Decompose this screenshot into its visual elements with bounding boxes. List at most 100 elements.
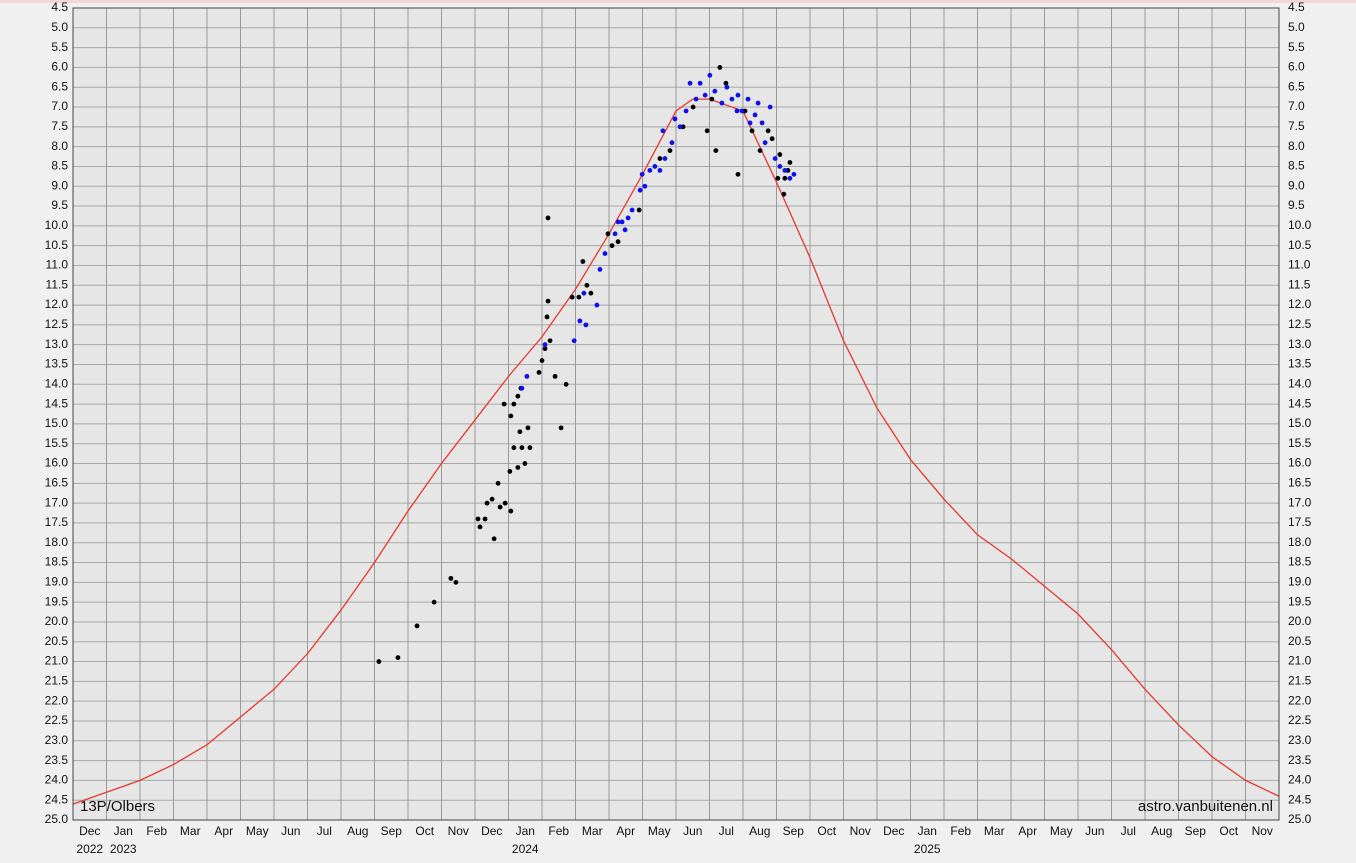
- year-label: 2025: [914, 842, 941, 856]
- y2-tick-label: 9.5: [1288, 198, 1305, 212]
- x-tick-label: Oct: [1219, 824, 1238, 838]
- x-tick-label: Aug: [1151, 824, 1172, 838]
- observation-point: [491, 536, 497, 542]
- observation-point: [639, 171, 645, 177]
- y-tick-label: 17.0: [45, 495, 69, 509]
- y2-tick-label: 20.5: [1288, 634, 1312, 648]
- observation-point: [767, 104, 773, 110]
- y-tick-label: 14.5: [45, 396, 69, 410]
- observation-point: [662, 156, 668, 161]
- x-tick-label: Apr: [616, 824, 635, 838]
- y-tick-label: 23.0: [45, 733, 69, 747]
- y2-tick-label: 17.5: [1288, 515, 1312, 529]
- y-tick-label: 11.5: [46, 277, 69, 291]
- y-tick-label: 11.0: [46, 258, 69, 272]
- observation-point: [519, 385, 525, 391]
- observation-point: [580, 259, 586, 264]
- observation-point: [544, 314, 550, 320]
- y-tick-label: 6.5: [51, 79, 68, 93]
- y-tick-label: 13.5: [45, 357, 69, 371]
- observation-point: [772, 156, 778, 161]
- observation-point: [542, 346, 548, 352]
- y-tick-label: 19.5: [45, 594, 69, 608]
- y2-tick-label: 11.5: [1288, 277, 1311, 291]
- y2-tick-label: 22.0: [1288, 693, 1312, 707]
- observation-point: [576, 294, 582, 300]
- y-tick-label: 15.0: [45, 416, 69, 430]
- x-tick-label: Jul: [719, 824, 734, 838]
- observation-point: [734, 108, 740, 114]
- grid: [72, 7, 1279, 821]
- x-tick-label: Apr: [1018, 824, 1037, 838]
- x-tick-label: Mar: [582, 824, 603, 838]
- y2-tick-label: 12.0: [1288, 297, 1312, 311]
- x-tick-label: Jan: [114, 824, 133, 838]
- y2-tick-label: 16.0: [1288, 456, 1312, 470]
- observation-point: [762, 140, 768, 146]
- x-tick-label: Feb: [548, 824, 569, 838]
- y-tick-label: 9.5: [51, 198, 68, 212]
- observation-point: [657, 168, 663, 173]
- observation-point: [602, 251, 608, 256]
- observation-point: [637, 187, 643, 193]
- y2-tick-label: 12.5: [1288, 317, 1312, 331]
- y2-tick-label: 14.0: [1288, 376, 1312, 390]
- y-tick-label: 5.0: [51, 20, 68, 34]
- observation-point: [511, 401, 517, 407]
- x-tick-label: Jun: [281, 824, 300, 838]
- observation-point: [482, 516, 488, 522]
- observation-point: [515, 465, 521, 470]
- y2-tick-label: 24.0: [1288, 773, 1312, 787]
- observation-point: [735, 92, 741, 98]
- observation-point: [539, 358, 545, 363]
- observation-point: [584, 282, 590, 288]
- observation-point: [569, 294, 575, 300]
- observation-point: [475, 516, 481, 522]
- observation-point: [702, 92, 708, 98]
- x-tick-label: Sep: [1185, 824, 1207, 838]
- x-tick-label: Mar: [984, 824, 1005, 838]
- observation-point: [745, 96, 751, 102]
- observation-point: [507, 469, 513, 474]
- observation-point: [782, 168, 788, 173]
- plot-border: [72, 7, 1280, 821]
- observation-point: [525, 425, 531, 431]
- observation-point: [502, 500, 508, 506]
- observation-point: [719, 100, 725, 106]
- x-tick-label: Oct: [415, 824, 434, 838]
- y-tick-label: 21.5: [45, 674, 69, 688]
- x-tick-label: Sep: [783, 824, 805, 838]
- observation-point: [739, 108, 745, 114]
- observation-point: [712, 88, 718, 94]
- observation-point: [747, 120, 753, 126]
- y2-tick-label: 18.0: [1288, 535, 1312, 549]
- y-tick-label: 18.5: [45, 555, 69, 569]
- y-tick-label: 5.5: [51, 40, 68, 54]
- x-tick-label: May: [1050, 824, 1073, 838]
- y2-tick-label: 13.0: [1288, 337, 1312, 351]
- observation-point: [672, 116, 678, 122]
- y2-tick-label: 13.5: [1288, 357, 1312, 371]
- observation-point: [677, 124, 683, 130]
- chart-label: 13P/Olbers: [80, 798, 155, 815]
- observation-point: [669, 140, 675, 146]
- y-tick-label: 19.0: [45, 575, 69, 589]
- x-tick-label: Jan: [516, 824, 535, 838]
- top-strip: [0, 0, 1356, 3]
- x-tick-label: Dec: [79, 824, 100, 838]
- observation-point: [536, 370, 542, 375]
- observation-point: [571, 338, 577, 344]
- observation-point: [667, 148, 673, 153]
- y2-tick-label: 19.5: [1288, 594, 1312, 608]
- y-tick-label: 23.5: [45, 753, 69, 767]
- y2-tick-label: 7.0: [1288, 99, 1305, 113]
- x-tick-label: May: [246, 824, 269, 838]
- y-tick-label: 12.0: [45, 297, 69, 311]
- observation-point: [552, 373, 558, 379]
- y2-tick-label: 23.0: [1288, 733, 1312, 747]
- observation-point: [545, 298, 551, 304]
- y-tick-label: 22.5: [45, 713, 69, 727]
- observation-point: [687, 80, 693, 86]
- observation-point: [642, 183, 648, 189]
